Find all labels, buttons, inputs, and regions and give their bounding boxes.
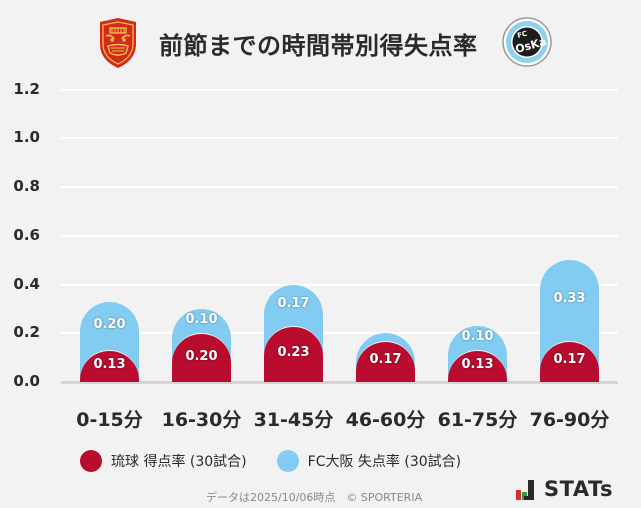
- x-tick-label: 76-90分: [529, 409, 610, 431]
- y-tick-label: 1.0: [13, 128, 40, 147]
- x-tick-label: 16-30分: [161, 409, 242, 431]
- bar-group[interactable]: 0.10 0.13: [448, 0, 507, 382]
- legend-label: 琉球 得点率 (30試合): [111, 454, 247, 470]
- y-tick-label: 0.6: [13, 225, 40, 244]
- y-tick-label: 0.2: [13, 323, 40, 342]
- gridline: [61, 186, 618, 188]
- gridline: [61, 283, 618, 286]
- value-label: 0.10: [185, 312, 218, 328]
- y-tick-label: 0.4: [13, 274, 40, 293]
- value-label: 0.17: [553, 352, 586, 368]
- stats-bars-icon: [516, 480, 534, 500]
- bar-group[interactable]: 0.33 0.17: [540, 0, 599, 382]
- x-tick-label: 46-60分: [345, 409, 426, 431]
- value-label: 0.33: [553, 291, 586, 307]
- value-label: 0.20: [93, 316, 126, 332]
- red-circle-icon: [80, 450, 102, 472]
- bar-group[interactable]: 0.10 0.20: [172, 0, 231, 382]
- stats-logo: STATs: [516, 478, 613, 500]
- gridline: [61, 332, 618, 335]
- bar-group[interactable]: 0.17: [356, 0, 415, 382]
- y-tick-label: 0.0: [13, 372, 40, 390]
- chart-header: 前節までの時間帯別得失点率 FC OsKa: [0, 14, 641, 72]
- legend-item-fc-osaka[interactable]: FC大阪 失点率 (30試合): [276, 450, 462, 472]
- blue-circle-icon: [276, 450, 299, 472]
- gridline: [61, 137, 618, 140]
- bar-segment-ryukyu[interactable]: [172, 333, 231, 382]
- value-label: 0.20: [185, 348, 218, 364]
- x-tick-label: 31-45分: [253, 409, 334, 431]
- x-tick-label: 0-15分: [76, 409, 143, 431]
- gridline: [61, 88, 618, 91]
- value-label: 0.17: [369, 352, 402, 368]
- legend: 琉球 得点率 (30試合) FC大阪 失点率 (30試合): [80, 449, 491, 473]
- legend-item-ryukyu[interactable]: 琉球 得点率 (30試合): [80, 450, 247, 472]
- stacked-bar-chart: 0.0 0.2 0.4 0.6 0.8 1.0 1.2 0.20 0.13 0.10 0.20 0.…: [13, 0, 618, 390]
- x-axis-baseline: [61, 381, 618, 384]
- legend-label: FC大阪 失点率 (30試合): [307, 454, 462, 470]
- y-tick-label: 1.2: [13, 79, 40, 98]
- svg-text:FC: FC: [516, 30, 528, 40]
- value-label: 0.23: [277, 344, 310, 360]
- gridline: [61, 234, 618, 237]
- bar-group[interactable]: 0.20 0.13: [80, 0, 139, 382]
- bar-segment-ryukyu[interactable]: [264, 325, 323, 382]
- bar-segment-ryukyu[interactable]: [540, 340, 599, 382]
- y-tick-label: 0.8: [13, 177, 40, 195]
- x-tick-label: 61-75分: [437, 409, 518, 431]
- ryukyu-crest-icon: [100, 18, 136, 68]
- chart-title: 前節までの時間帯別得失点率: [159, 32, 478, 60]
- stats-brand: STATs: [544, 477, 613, 501]
- value-label: 0.10: [461, 329, 494, 345]
- value-label: 0.13: [93, 357, 126, 373]
- value-label: 0.13: [461, 357, 494, 373]
- data-note: データは2025/10/06時点 © SPORTERIA: [206, 491, 423, 504]
- value-label: 0.17: [277, 296, 310, 312]
- bar-group[interactable]: 0.17 0.23: [264, 0, 323, 382]
- fc-osaka-crest-icon: FC OsKa: [502, 17, 552, 67]
